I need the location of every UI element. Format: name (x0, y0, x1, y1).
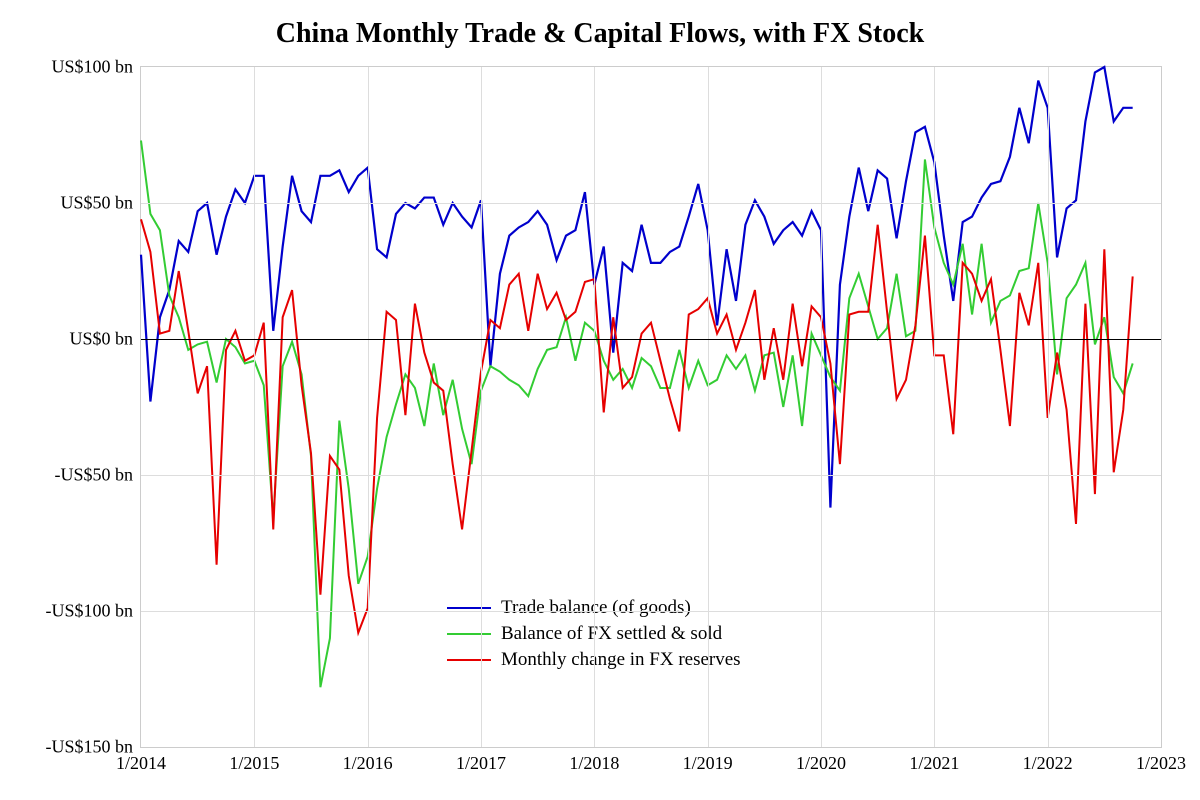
x-tick-label: 1/2023 (1136, 747, 1186, 774)
y-tick-label: US$0 bn (69, 329, 141, 350)
series-fx_reserves_change (141, 219, 1133, 632)
grid-line-v (1048, 67, 1049, 747)
legend-label: Monthly change in FX reserves (501, 649, 741, 671)
chart-title: China Monthly Trade & Capital Flows, wit… (0, 18, 1200, 50)
y-tick-label: US$100 bn (51, 57, 141, 78)
grid-line-v (934, 67, 935, 747)
y-tick-label: -US$50 bn (54, 465, 141, 486)
plot-area: Trade balance (of goods) Balance of FX se… (140, 66, 1162, 748)
y-tick-label: US$50 bn (60, 193, 141, 214)
x-tick-label: 1/2020 (796, 747, 846, 774)
legend-label: Balance of FX settled & sold (501, 623, 722, 645)
chart-container: China Monthly Trade & Capital Flows, wit… (0, 0, 1200, 800)
x-tick-label: 1/2018 (569, 747, 619, 774)
legend-swatch (447, 659, 491, 661)
grid-line-v (594, 67, 595, 747)
grid-line-h (141, 203, 1161, 204)
x-tick-label: 1/2017 (456, 747, 506, 774)
grid-line-v (368, 67, 369, 747)
grid-line-v (821, 67, 822, 747)
x-tick-label: 1/2015 (229, 747, 279, 774)
grid-line-h (141, 611, 1161, 612)
grid-line-v (708, 67, 709, 747)
grid-line-v (254, 67, 255, 747)
grid-line-h (141, 475, 1161, 476)
x-tick-label: 1/2021 (909, 747, 959, 774)
series-trade_balance (141, 67, 1133, 508)
legend-swatch (447, 633, 491, 635)
x-tick-label: 1/2019 (683, 747, 733, 774)
x-tick-label: 1/2014 (116, 747, 166, 774)
x-tick-label: 1/2016 (343, 747, 393, 774)
y-tick-label: -US$100 bn (45, 601, 141, 622)
legend-swatch (447, 607, 491, 609)
legend-label: Trade balance (of goods) (501, 597, 691, 619)
x-tick-label: 1/2022 (1023, 747, 1073, 774)
zero-line (141, 339, 1161, 340)
grid-line-v (481, 67, 482, 747)
